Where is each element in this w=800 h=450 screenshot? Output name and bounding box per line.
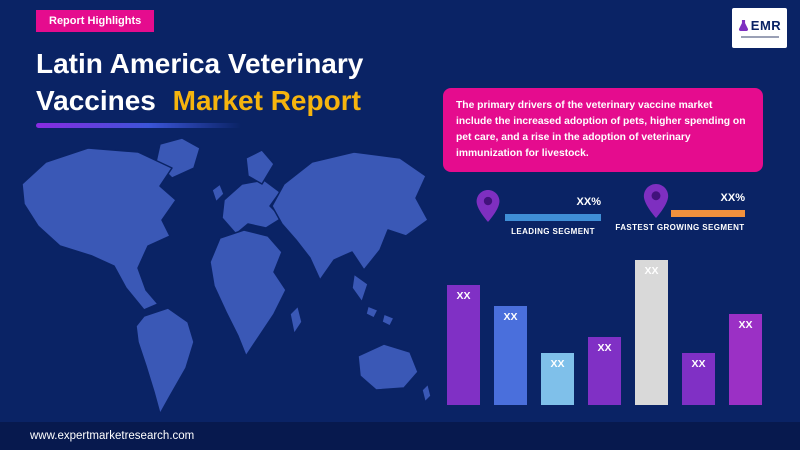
chart-bar: XX bbox=[588, 337, 621, 405]
chart-bar: XX bbox=[447, 285, 480, 405]
map-africa bbox=[209, 229, 287, 357]
bar-value-label: XX bbox=[597, 342, 612, 354]
emr-logo-text: EMR bbox=[750, 18, 782, 33]
bar-value-label: XX bbox=[550, 358, 565, 370]
emr-logo-row: EMR bbox=[738, 18, 781, 33]
legend-leading-segment: XX% LEADING SEGMENT bbox=[470, 188, 601, 240]
bar-value-label: XX bbox=[456, 290, 471, 302]
page-title: Latin America Veterinary Vaccines Market… bbox=[36, 46, 372, 120]
chart-bar: XX bbox=[541, 353, 574, 405]
emr-logo-tagline-rule bbox=[740, 36, 779, 38]
purple-pin-icon bbox=[643, 184, 669, 218]
bar-value-label: XX bbox=[691, 358, 706, 370]
title-line1: Latin America Veterinary bbox=[36, 48, 364, 79]
chart-bar: XX bbox=[494, 306, 527, 405]
fastest-segment-bar bbox=[671, 210, 745, 217]
fastest-segment-label: FASTEST GROWING SEGMENT bbox=[615, 223, 745, 232]
map-indonesia bbox=[365, 305, 395, 327]
leading-segment-bar bbox=[505, 214, 601, 221]
chart-bar: XX bbox=[682, 353, 715, 405]
market-drivers-callout: The primary drivers of the veterinary va… bbox=[443, 88, 763, 172]
footer-bar: www.expertmarketresearch.com bbox=[0, 422, 800, 450]
map-asia bbox=[271, 151, 429, 281]
report-highlights-badge[interactable]: Report Highlights bbox=[36, 10, 155, 32]
map-australia bbox=[357, 343, 419, 391]
website-link[interactable]: www.expertmarketresearch.com bbox=[30, 430, 195, 442]
chart-bar: XX bbox=[635, 260, 668, 405]
map-madagascar bbox=[289, 305, 303, 335]
flask-icon bbox=[738, 20, 748, 31]
bar-value-label: XX bbox=[503, 311, 518, 323]
title-underline bbox=[36, 123, 241, 128]
bar-value-label: XX bbox=[738, 319, 753, 331]
world-map-container bbox=[12, 137, 432, 450]
legend-fastest-growing-segment: XX% FASTEST GROWING SEGMENT bbox=[615, 184, 745, 240]
map-new-zealand bbox=[421, 383, 432, 403]
map-uk bbox=[211, 183, 225, 203]
leading-segment-value: XX% bbox=[576, 196, 601, 208]
title-line2-white: Vaccines bbox=[36, 84, 156, 116]
purple-pin-icon bbox=[476, 190, 500, 222]
map-north-america bbox=[21, 147, 177, 311]
emr-logo[interactable]: EMR bbox=[732, 8, 787, 48]
leading-segment-label: LEADING SEGMENT bbox=[511, 227, 595, 236]
world-map bbox=[21, 137, 432, 415]
segment-bar-chart: XX XX XX XX XX XX XX bbox=[447, 260, 763, 405]
map-scandinavia bbox=[245, 149, 275, 185]
chart-bar: XX bbox=[729, 314, 762, 405]
bar-value-label: XX bbox=[644, 265, 659, 277]
map-southeast-asia bbox=[351, 273, 369, 303]
fastest-segment-value: XX% bbox=[720, 192, 745, 204]
title-line2-accent: Market Report bbox=[172, 84, 361, 116]
map-south-america bbox=[135, 307, 195, 415]
